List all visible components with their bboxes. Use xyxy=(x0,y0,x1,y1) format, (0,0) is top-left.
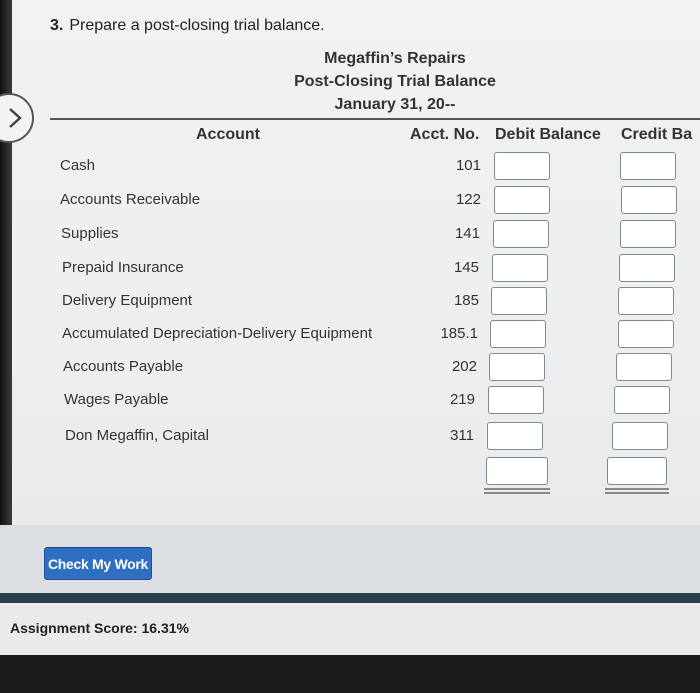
report-title: Post-Closing Trial Balance xyxy=(294,73,496,90)
debit-balance-input[interactable] xyxy=(494,186,550,214)
credit-balance-input[interactable] xyxy=(618,287,674,315)
account-number: 145 xyxy=(453,259,479,276)
account-name: Delivery Equipment xyxy=(62,292,193,309)
account-name: Don Megaffin, Capital xyxy=(65,427,209,444)
chevron-right-icon xyxy=(9,108,22,128)
debit-balance-input[interactable] xyxy=(493,220,549,248)
credit-balance-input[interactable] xyxy=(612,422,668,450)
report-date: January 31, 20-- xyxy=(334,96,456,113)
debit-balance-input[interactable] xyxy=(491,287,547,315)
account-number: 185.1 xyxy=(440,325,478,342)
question-prompt: 3. Prepare a post-closing trial balance. xyxy=(50,17,325,35)
worksheet-panel xyxy=(0,0,700,600)
bottom-bezel xyxy=(0,655,700,693)
debit-balance-input[interactable] xyxy=(487,422,543,450)
debit-total-input[interactable] xyxy=(486,457,548,485)
column-header-debit: Debit Balance xyxy=(495,126,601,143)
debit-balance-input[interactable] xyxy=(489,353,545,381)
account-name: Accumulated Depreciation-Delivery Equipm… xyxy=(62,325,373,342)
debit-balance-input[interactable] xyxy=(494,152,550,180)
credit-total-input[interactable] xyxy=(607,457,667,485)
credit-total-double-rule-2 xyxy=(605,492,669,494)
account-number: 311 xyxy=(450,427,474,444)
account-name: Accounts Payable xyxy=(63,358,184,375)
debit-balance-input[interactable] xyxy=(490,320,546,348)
column-header-acct-no: Acct. No. xyxy=(410,126,480,143)
account-name: Prepaid Insurance xyxy=(62,259,184,276)
debit-balance-input[interactable] xyxy=(488,386,544,414)
column-header-credit: Credit Ba xyxy=(621,126,693,143)
table-row: Cash 101 xyxy=(0,152,700,182)
column-header-account: Account xyxy=(196,126,260,143)
table-row: Accumulated Depreciation-Delivery Equipm… xyxy=(0,320,700,350)
table-row: Delivery Equipment 185 xyxy=(0,287,700,317)
credit-balance-input[interactable] xyxy=(620,220,676,248)
table-row: Don Megaffin, Capital 311 xyxy=(0,422,700,452)
account-number: 202 xyxy=(451,358,477,375)
left-edge xyxy=(0,0,12,600)
table-row: Wages Payable 219 xyxy=(0,386,700,416)
table-row: Prepaid Insurance 145 xyxy=(0,254,700,284)
debit-total-double-rule xyxy=(484,488,550,490)
table-row: Accounts Receivable 122 xyxy=(0,186,700,216)
credit-balance-input[interactable] xyxy=(614,386,670,414)
account-number: 101 xyxy=(455,157,481,174)
account-name: Supplies xyxy=(61,225,119,242)
table-row: Supplies 141 xyxy=(0,220,700,250)
credit-balance-input[interactable] xyxy=(620,152,676,180)
debit-total-double-rule-2 xyxy=(484,492,550,494)
account-number: 185 xyxy=(453,292,479,309)
score-bar xyxy=(0,603,700,655)
assignment-score: Assignment Score: 16.31% xyxy=(10,620,189,636)
account-name: Cash xyxy=(60,157,96,174)
company-name: Megaffin’s Repairs xyxy=(324,50,466,67)
check-my-work-button[interactable]: Check My Work xyxy=(44,547,152,580)
divider-bar xyxy=(0,593,700,603)
account-name: Wages Payable xyxy=(64,391,169,408)
debit-balance-input[interactable] xyxy=(492,254,548,282)
credit-balance-input[interactable] xyxy=(616,353,672,381)
header-rule xyxy=(50,118,700,120)
account-number: 122 xyxy=(455,191,481,208)
account-number: 219 xyxy=(449,391,475,408)
account-name: Accounts Receivable xyxy=(60,191,201,208)
question-text: Prepare a post-closing trial balance. xyxy=(69,17,325,34)
credit-balance-input[interactable] xyxy=(621,186,677,214)
credit-balance-input[interactable] xyxy=(619,254,675,282)
account-number: 141 xyxy=(454,225,480,242)
question-number: 3. xyxy=(50,17,64,34)
table-row: Accounts Payable 202 xyxy=(0,353,700,383)
credit-balance-input[interactable] xyxy=(618,320,674,348)
credit-total-double-rule xyxy=(605,488,669,490)
